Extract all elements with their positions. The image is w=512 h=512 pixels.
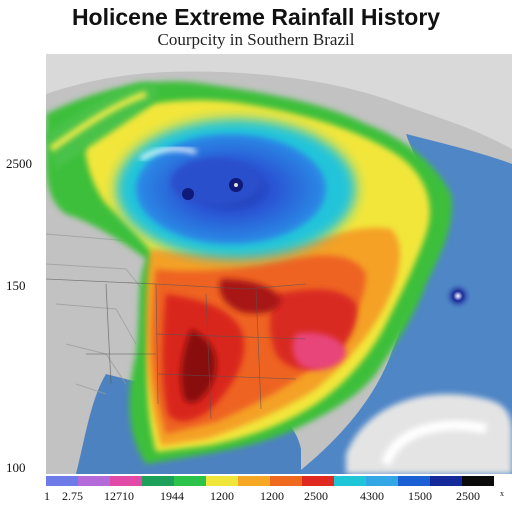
legend-swatch — [78, 476, 110, 486]
legend-label: 2.75 — [62, 489, 83, 503]
vortex-eye-east-center — [234, 183, 238, 187]
legend-label: 1200 — [260, 489, 284, 503]
border-lines — [46, 278, 307, 420]
legend-swatch — [430, 476, 462, 486]
atlantic-ocean — [296, 134, 512, 474]
legend-swatch — [398, 476, 430, 486]
legend-label: 1 — [44, 489, 50, 503]
legend-swatch — [174, 476, 206, 486]
rain-core-pink-east — [292, 332, 346, 370]
legend-label: x — [500, 489, 504, 498]
legend-swatch — [270, 476, 302, 486]
legend-swatch — [110, 476, 142, 486]
y-axis-label-middle: 150 — [6, 278, 26, 293]
legend-swatch — [142, 476, 174, 486]
y-axis-label-top: 2500 — [6, 156, 32, 171]
green-streak-northwest — [46, 83, 157, 169]
legend-label: 1200 — [210, 489, 234, 503]
y-axis-label-bottom: 100 — [6, 460, 26, 475]
legend-label: 12710 — [104, 489, 134, 503]
legend-swatch — [238, 476, 270, 486]
map-subtitle: Courpcity in Southern Brazil — [157, 30, 355, 49]
legend-swatch — [462, 476, 494, 486]
legend-labels: 1 2.75 12710 1944 1200 1200 2500 4300 1500 2500 x — [42, 489, 512, 505]
lower-cloud-core — [381, 420, 488, 466]
legend-swatch — [302, 476, 334, 486]
vortex-eye-west — [182, 188, 194, 200]
legend-swatch — [334, 476, 366, 486]
legend-label: 2500 — [304, 489, 328, 503]
legend-swatch — [206, 476, 238, 486]
map-title: Holicene Extreme Rainfall History — [71, 4, 441, 30]
rain-core-darkred-west — [180, 329, 217, 403]
legend-swatch — [366, 476, 398, 486]
vortex-white-band — [139, 146, 197, 161]
atlantic-storm — [444, 282, 472, 310]
legend-label: 4300 — [360, 489, 384, 503]
rainfall-map — [46, 54, 512, 474]
upper-cloud-band — [46, 54, 512, 149]
rainfall-map-canvas — [46, 54, 512, 474]
yellow-streak-northwest — [49, 91, 147, 152]
legend-color-bar — [46, 476, 494, 486]
legend-swatch — [46, 476, 78, 486]
legend-label: 2500 — [456, 489, 480, 503]
legend-label: 1944 — [160, 489, 184, 503]
legend-label: 1500 — [408, 489, 432, 503]
